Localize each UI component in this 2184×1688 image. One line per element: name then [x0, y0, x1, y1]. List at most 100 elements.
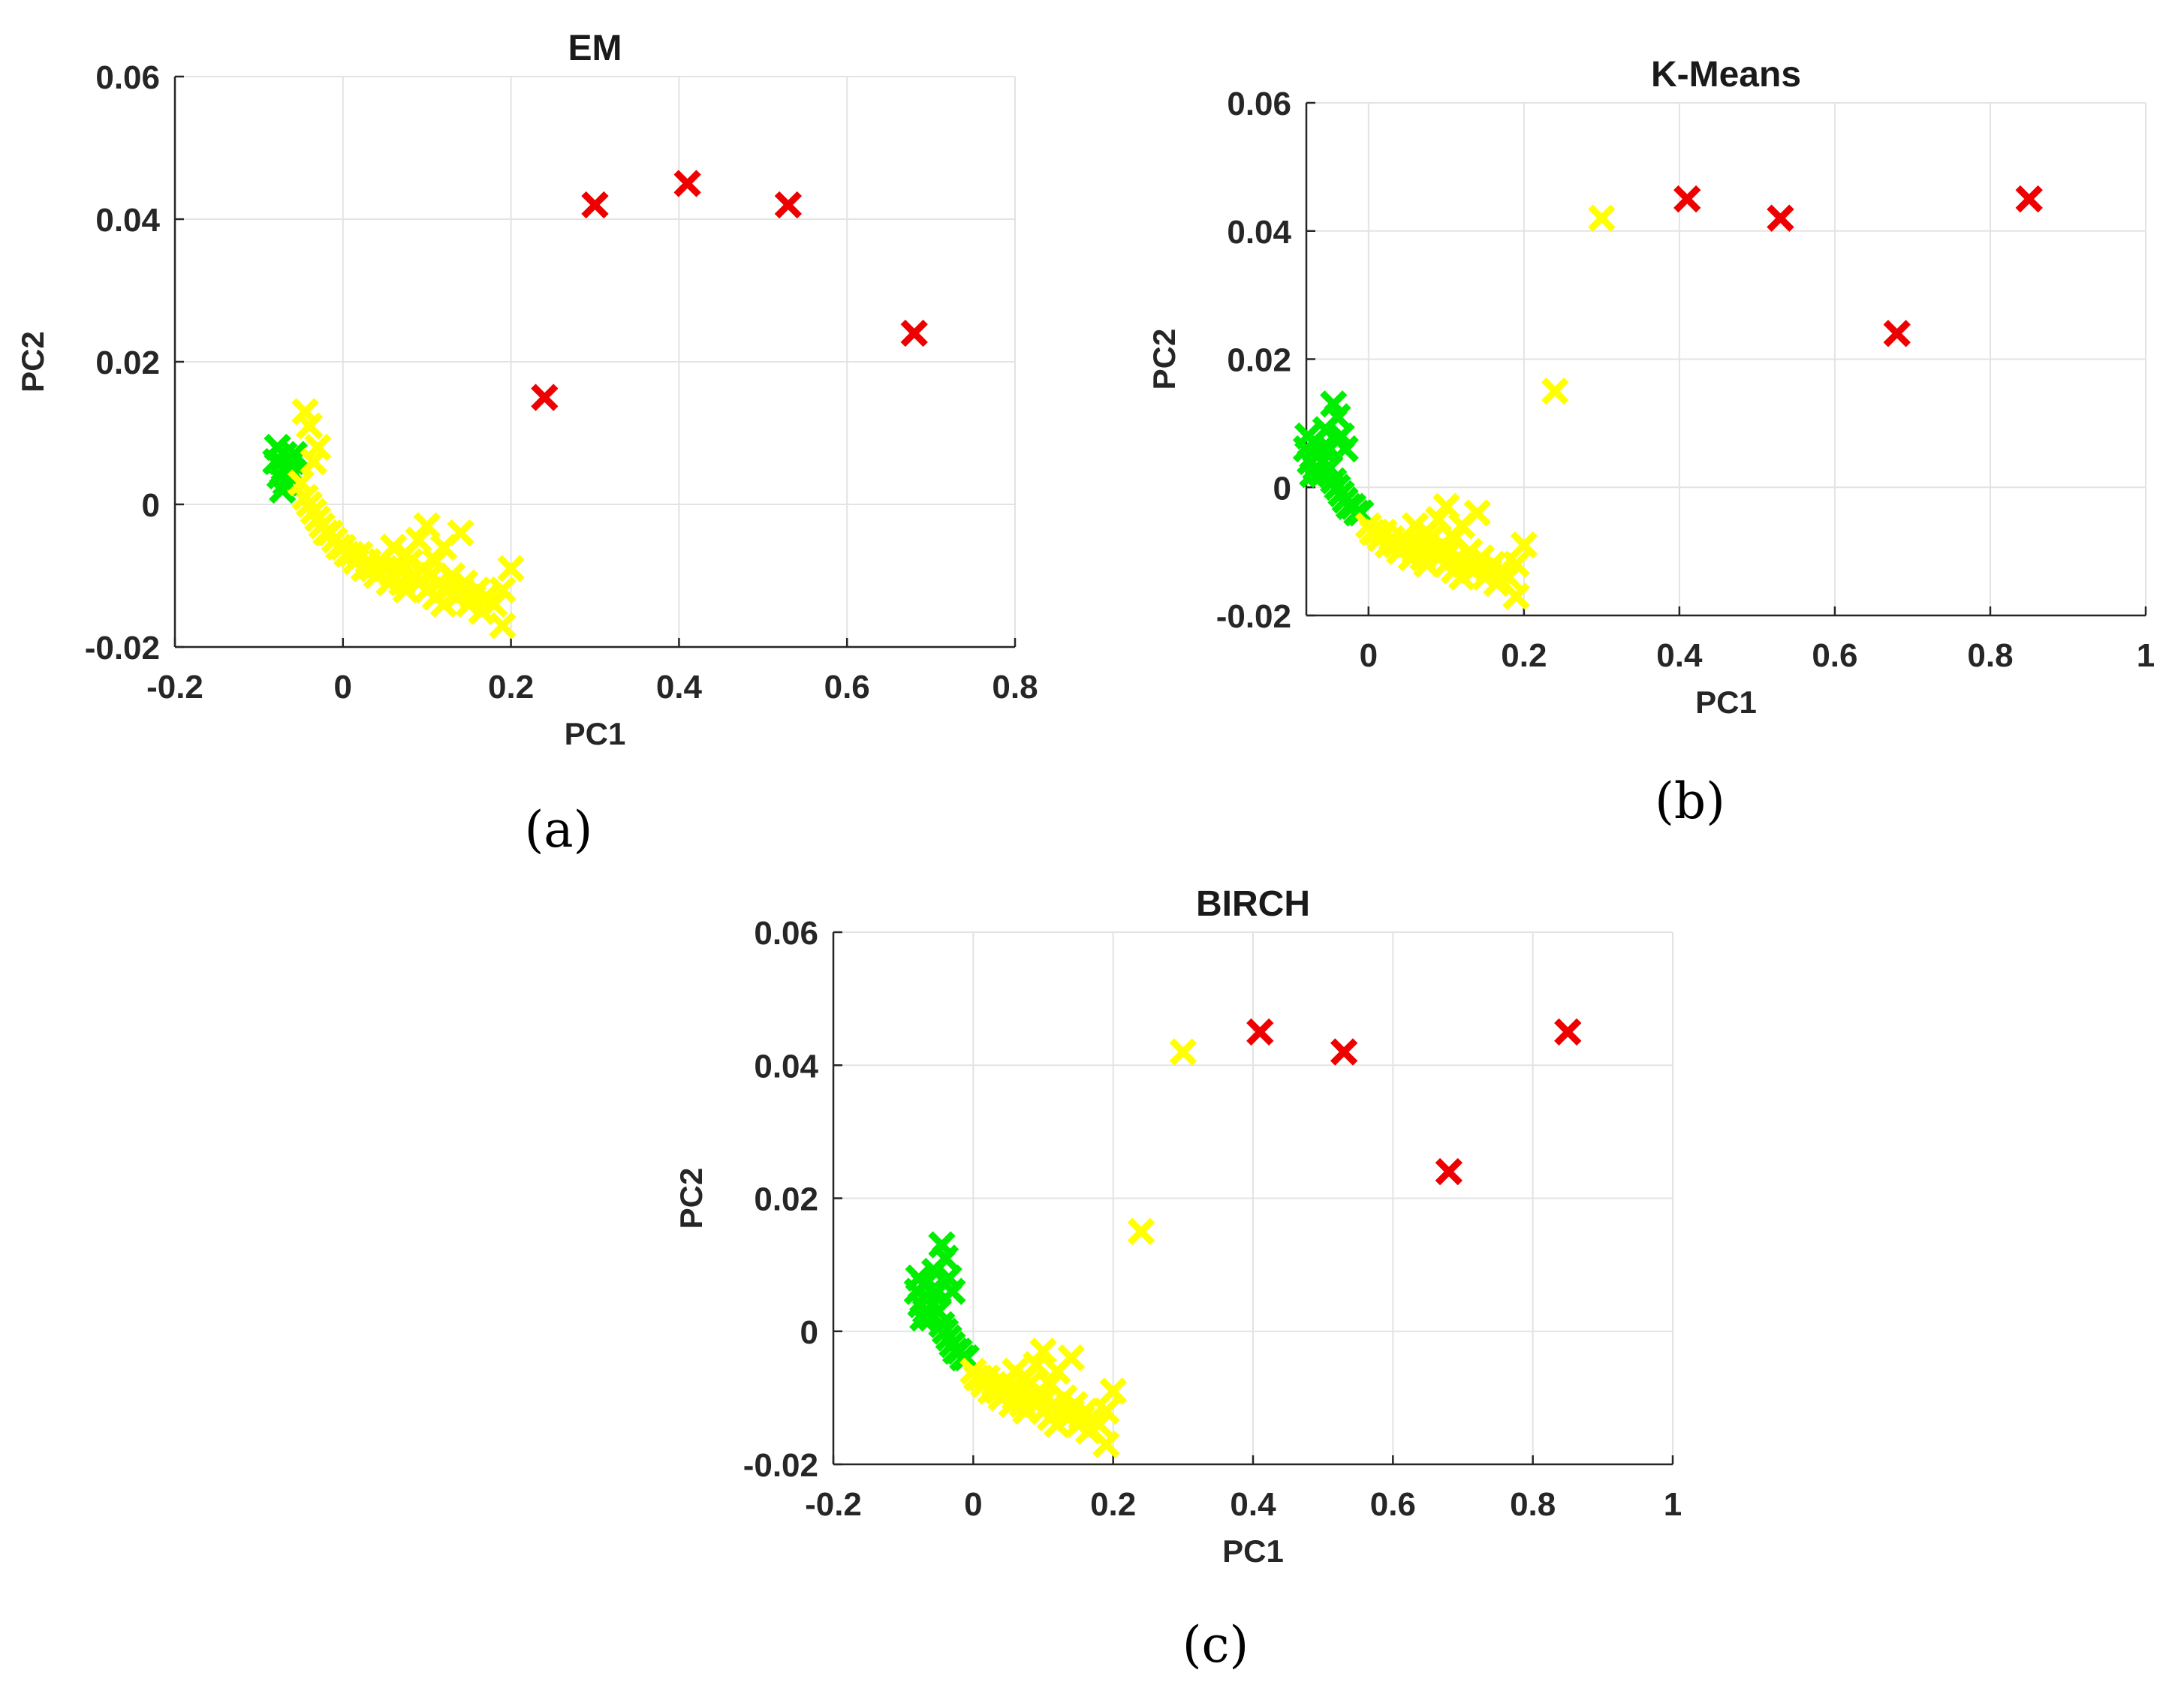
data-point-marker: [1315, 435, 1344, 463]
y-tick-label: 0: [1273, 470, 1291, 507]
x-tick-label: -0.2: [805, 1486, 862, 1523]
data-point-marker: [1294, 422, 1322, 450]
x-tick-label: 0: [1360, 637, 1378, 674]
data-point-marker: [1767, 204, 1794, 232]
series-red-cluster: [1673, 185, 2043, 348]
data-point-marker: [1312, 416, 1340, 444]
series-red-cluster: [531, 170, 928, 411]
x-axis-label: PC1: [1222, 1533, 1284, 1569]
data-point-marker: [300, 447, 327, 476]
data-point-marker: [581, 191, 609, 219]
data-point-marker: [774, 191, 803, 219]
data-point-marker: [1541, 378, 1569, 405]
y-tick-label: 0.04: [1227, 214, 1291, 251]
y-axis-label: PC2: [1146, 329, 1182, 390]
data-point-marker: [497, 555, 525, 582]
data-point-marker: [1883, 320, 1911, 348]
y-tick-label: 0.02: [754, 1181, 818, 1218]
data-point-marker: [413, 512, 441, 540]
panel-birch: -0.2 0 0.2 0.4 0.6 0.8 1 -0.02 0 0.02 0.04 0.06 BIRC…: [673, 884, 1682, 1674]
data-point-marker: [1092, 1397, 1120, 1425]
x-tick-label: -0.2: [146, 669, 203, 706]
data-point-marker: [924, 1277, 952, 1305]
y-tick-label: 0.04: [754, 1048, 818, 1085]
x-tick-label: 0.6: [1812, 637, 1857, 674]
data-point-marker: [280, 441, 309, 468]
data-point-marker: [1099, 1377, 1127, 1405]
data-point-marker: [1029, 1337, 1057, 1365]
x-tick-label: 0.2: [488, 669, 534, 706]
series-red-cluster: [1246, 1018, 1582, 1186]
data-point-marker: [1092, 1431, 1120, 1458]
data-point-marker: [909, 1304, 937, 1332]
x-tick-label: 0.4: [1656, 637, 1703, 674]
data-point-marker: [1246, 1018, 1274, 1046]
data-point-marker: [1002, 1357, 1029, 1386]
panel-caption: (a): [525, 801, 593, 859]
y-tick-label: 0: [800, 1314, 818, 1351]
x-tick-label: 0.8: [1967, 637, 2013, 674]
series-green-cluster: [1292, 390, 1375, 527]
data-point-marker: [1330, 1038, 1358, 1066]
chart-title: K-Means: [1651, 55, 1801, 95]
y-tick-label: 0.06: [95, 59, 160, 96]
y-tick-label: -0.02: [1216, 598, 1291, 635]
data-point-marker: [917, 1304, 945, 1332]
data-point-marker: [1673, 185, 1701, 213]
x-tick-label: 0.6: [824, 669, 870, 706]
data-point-marker: [1440, 525, 1468, 552]
panel-em: -0.2 0 0.2 0.4 0.6 0.8 -0.02 0 0.02 0.04 0.06 EM PC1…: [15, 29, 1038, 859]
x-tick-label: 0.4: [656, 669, 703, 706]
x-axis-label: PC1: [1695, 685, 1757, 720]
y-tick-label: 0: [142, 487, 160, 524]
data-point-marker: [1554, 1018, 1582, 1046]
y-tick-label: 0.06: [1227, 86, 1291, 122]
x-tick-label: 0.6: [1370, 1486, 1416, 1523]
y-tick-label: 0.06: [754, 915, 818, 952]
x-axis-label: PC1: [565, 716, 626, 751]
data-point-marker: [1299, 460, 1327, 489]
x-tick-label: 0: [964, 1486, 982, 1523]
data-point-marker: [295, 412, 324, 440]
y-tick-label: 0.04: [95, 202, 160, 239]
data-point-marker: [1502, 550, 1530, 578]
panel-caption: (b): [1655, 772, 1725, 830]
series-yellow-cluster: [959, 1038, 1197, 1458]
data-point-marker: [1308, 460, 1336, 489]
data-point-marker: [952, 1344, 981, 1372]
y-axis-label: PC2: [15, 331, 50, 393]
y-tick-label: -0.02: [743, 1447, 818, 1484]
data-point-marker: [1435, 1157, 1463, 1186]
x-tick-label: 0.8: [1510, 1486, 1556, 1523]
data-point-marker: [1085, 1410, 1113, 1439]
data-point-marker: [269, 476, 297, 504]
x-tick-label: 0.4: [1230, 1486, 1276, 1523]
x-tick-label: 1: [1664, 1486, 1682, 1523]
data-point-marker: [480, 590, 508, 618]
chart-title: EM: [568, 29, 622, 68]
series-green-cluster: [903, 1231, 981, 1372]
data-point-marker: [1401, 512, 1429, 540]
data-point-marker: [1127, 1217, 1155, 1245]
data-point-marker: [1494, 563, 1523, 591]
data-point-marker: [905, 1264, 932, 1292]
data-point-marker: [429, 533, 458, 561]
data-point-marker: [1036, 1371, 1065, 1398]
data-point-marker: [1588, 204, 1616, 232]
data-point-marker: [531, 384, 559, 411]
chart-title: BIRCH: [1196, 884, 1310, 924]
y-tick-label: 0.02: [1227, 342, 1291, 379]
data-point-marker: [489, 612, 517, 639]
y-tick-label: -0.02: [85, 630, 160, 666]
data-point-marker: [673, 170, 701, 197]
data-point-marker: [920, 1257, 949, 1286]
x-tick-label: 0: [334, 669, 352, 706]
data-point-marker: [489, 576, 517, 604]
x-tick-label: 0.2: [1501, 637, 1547, 674]
x-tick-label: 0.2: [1090, 1486, 1136, 1523]
panel-kmeans: 0 0.2 0.4 0.6 0.8 1 -0.02 0 0.02 0.04 0.06 K-Means P…: [1146, 55, 2155, 830]
series-yellow-cluster: [287, 398, 525, 639]
data-point-marker: [379, 533, 408, 561]
data-point-marker: [267, 447, 295, 476]
